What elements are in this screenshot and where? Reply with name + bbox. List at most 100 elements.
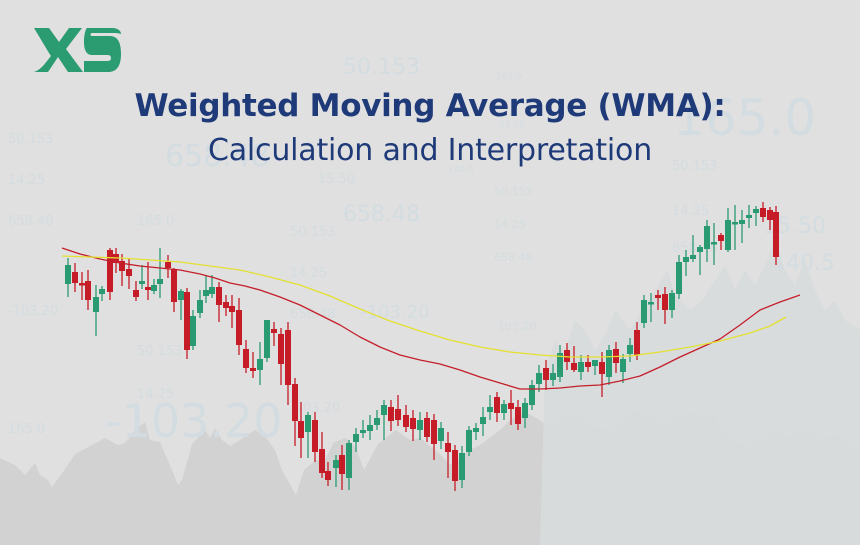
bearish-candle (767, 207, 773, 230)
bearish-candle (395, 395, 401, 426)
bearish-candle (236, 298, 242, 355)
bullish-candle (557, 345, 563, 382)
bullish-candle (264, 320, 270, 362)
bullish-candle (466, 426, 472, 456)
bullish-candle (739, 210, 745, 243)
bullish-candle (473, 423, 479, 440)
bullish-candle (522, 398, 528, 428)
bullish-candle (203, 276, 209, 303)
bullish-candle (209, 275, 215, 298)
bearish-candle (165, 255, 171, 278)
background-number: 14.25 (290, 266, 327, 281)
background-number: 165.0 (496, 72, 522, 82)
bullish-candle (676, 255, 682, 299)
bearish-candle (278, 328, 284, 385)
xs-logo-icon: XS (34, 28, 121, 72)
bullish-candle (99, 286, 105, 301)
bearish-candle (585, 355, 591, 372)
bullish-candle (367, 415, 373, 440)
bearish-candle (508, 390, 514, 425)
bullish-candle (725, 208, 731, 252)
bearish-candle (515, 400, 521, 430)
background-number: 50.153 (137, 344, 183, 359)
background-numbers-layer: 50.153 14.25 658.48 165.0 658.48 50.153 165.0 -… (8, 55, 835, 448)
bearish-candle (298, 402, 304, 458)
bullish-candle (690, 235, 696, 262)
bearish-candle (410, 410, 416, 441)
bullish-candle (190, 310, 196, 350)
bearish-candle (571, 346, 577, 372)
bearish-candle (133, 281, 139, 301)
bullish-candle (697, 245, 703, 275)
bullish-candle (459, 446, 465, 488)
bullish-candle (683, 250, 689, 276)
bullish-candle (592, 360, 598, 375)
bearish-candle (655, 290, 661, 310)
bearish-candle (85, 270, 91, 310)
bearish-candle (72, 263, 78, 292)
bearish-candle (145, 262, 151, 300)
bullish-candle (620, 354, 626, 383)
background-number: 50.153 (672, 159, 718, 174)
page-subtitle: Calculation and Interpretation (207, 133, 653, 168)
bearish-candle (107, 248, 113, 300)
background-number: 658.48 (8, 214, 54, 229)
background-number: -15.50 (313, 172, 355, 187)
bearish-candle (760, 202, 766, 222)
bullish-candle (732, 205, 738, 250)
background-number: 658.48 (672, 241, 718, 256)
bearish-candle (773, 206, 779, 265)
background-number: 165.0 (137, 214, 174, 229)
background-number: 14.25 (137, 387, 174, 402)
bearish-candle (431, 414, 437, 460)
bearish-candle (599, 352, 605, 397)
background-number: -103.20 (8, 304, 58, 319)
background-number: 14.25 (8, 173, 45, 188)
bearish-candle (339, 445, 345, 490)
background-area (540, 240, 860, 545)
bullish-candle (487, 395, 493, 420)
bullish-candle (353, 428, 359, 452)
background-number: -103.20 (290, 401, 340, 416)
bullish-candle (305, 412, 311, 458)
bullish-candle (417, 412, 423, 440)
background-number: 50.153 (290, 225, 336, 240)
bullish-candle (139, 265, 145, 289)
bullish-candle (536, 365, 542, 392)
bullish-candle (641, 295, 647, 328)
bearish-candle (543, 360, 549, 390)
bearish-candle (634, 322, 640, 360)
background-number: 50.153 (494, 185, 533, 198)
background-number: -103.20 (105, 394, 283, 448)
bullish-candle (374, 410, 380, 430)
bullish-candle (627, 338, 633, 362)
bearish-candle (285, 322, 291, 405)
background-number: -103.20 (360, 302, 429, 323)
bearish-candle (271, 322, 277, 346)
bullish-candle (178, 289, 184, 320)
bearish-candle (494, 392, 500, 422)
moving-average-lines (61, 247, 801, 390)
background-area-layer (0, 240, 860, 545)
bullish-candle (606, 345, 612, 385)
candles-layer (65, 202, 779, 491)
bullish-candle (704, 220, 710, 262)
bearish-candle (452, 445, 458, 491)
background-number: 14.25 (494, 218, 526, 231)
background-number: 140.5 (448, 165, 474, 175)
slow-ma-line (61, 255, 787, 358)
background-number: -15.50 (496, 120, 525, 130)
bullish-candle (197, 290, 203, 318)
bearish-candle (171, 268, 177, 312)
bullish-candle (93, 285, 99, 336)
bullish-candle (65, 258, 71, 297)
bearish-candle (113, 248, 119, 273)
bullish-candle (550, 364, 556, 386)
bearish-candle (223, 295, 229, 316)
bearish-candle (388, 400, 394, 431)
background-number: 50.153 (8, 132, 54, 147)
background-number: 50.153 (343, 55, 420, 80)
bullish-candle (648, 293, 654, 322)
bullish-candle (711, 223, 717, 265)
